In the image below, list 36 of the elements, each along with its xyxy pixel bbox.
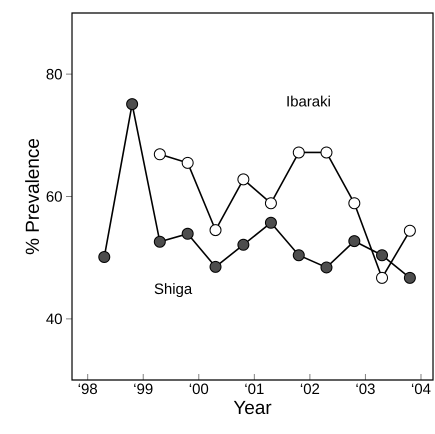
point bbox=[210, 224, 222, 236]
point bbox=[376, 249, 388, 262]
y-tick-label: 80 bbox=[46, 68, 62, 80]
point bbox=[320, 146, 332, 158]
point bbox=[154, 148, 166, 160]
point bbox=[237, 238, 250, 251]
x-tick-label: ‘99 bbox=[134, 384, 152, 394]
point bbox=[348, 235, 360, 248]
point bbox=[292, 146, 305, 158]
point bbox=[264, 197, 277, 210]
x-tick-label: ‘04 bbox=[412, 384, 431, 394]
y-tick-label: 60 bbox=[46, 191, 62, 202]
x-axis-title: Year bbox=[234, 400, 272, 414]
point bbox=[237, 173, 250, 186]
point bbox=[404, 272, 416, 284]
y-axis-title: % Prevalence bbox=[25, 138, 40, 254]
x-tick-label: ‘98 bbox=[78, 384, 97, 394]
x-tick-label: ‘01 bbox=[245, 384, 264, 394]
point bbox=[264, 216, 277, 229]
point bbox=[348, 197, 360, 210]
y-tick-label: 40 bbox=[46, 314, 62, 324]
point bbox=[292, 249, 305, 262]
series-label: Shiga bbox=[154, 283, 192, 298]
point bbox=[210, 260, 222, 273]
text: Ibaraki bbox=[287, 96, 330, 107]
point bbox=[320, 261, 332, 274]
point bbox=[404, 224, 416, 237]
point bbox=[126, 98, 138, 110]
point bbox=[182, 156, 194, 169]
x-tick-label: ‘02 bbox=[300, 384, 320, 394]
x-tick-label: ‘00 bbox=[190, 384, 208, 394]
point bbox=[154, 236, 166, 248]
x-tick-label: ‘03 bbox=[356, 384, 375, 394]
point bbox=[98, 251, 110, 264]
point bbox=[182, 228, 194, 240]
point bbox=[376, 272, 388, 284]
